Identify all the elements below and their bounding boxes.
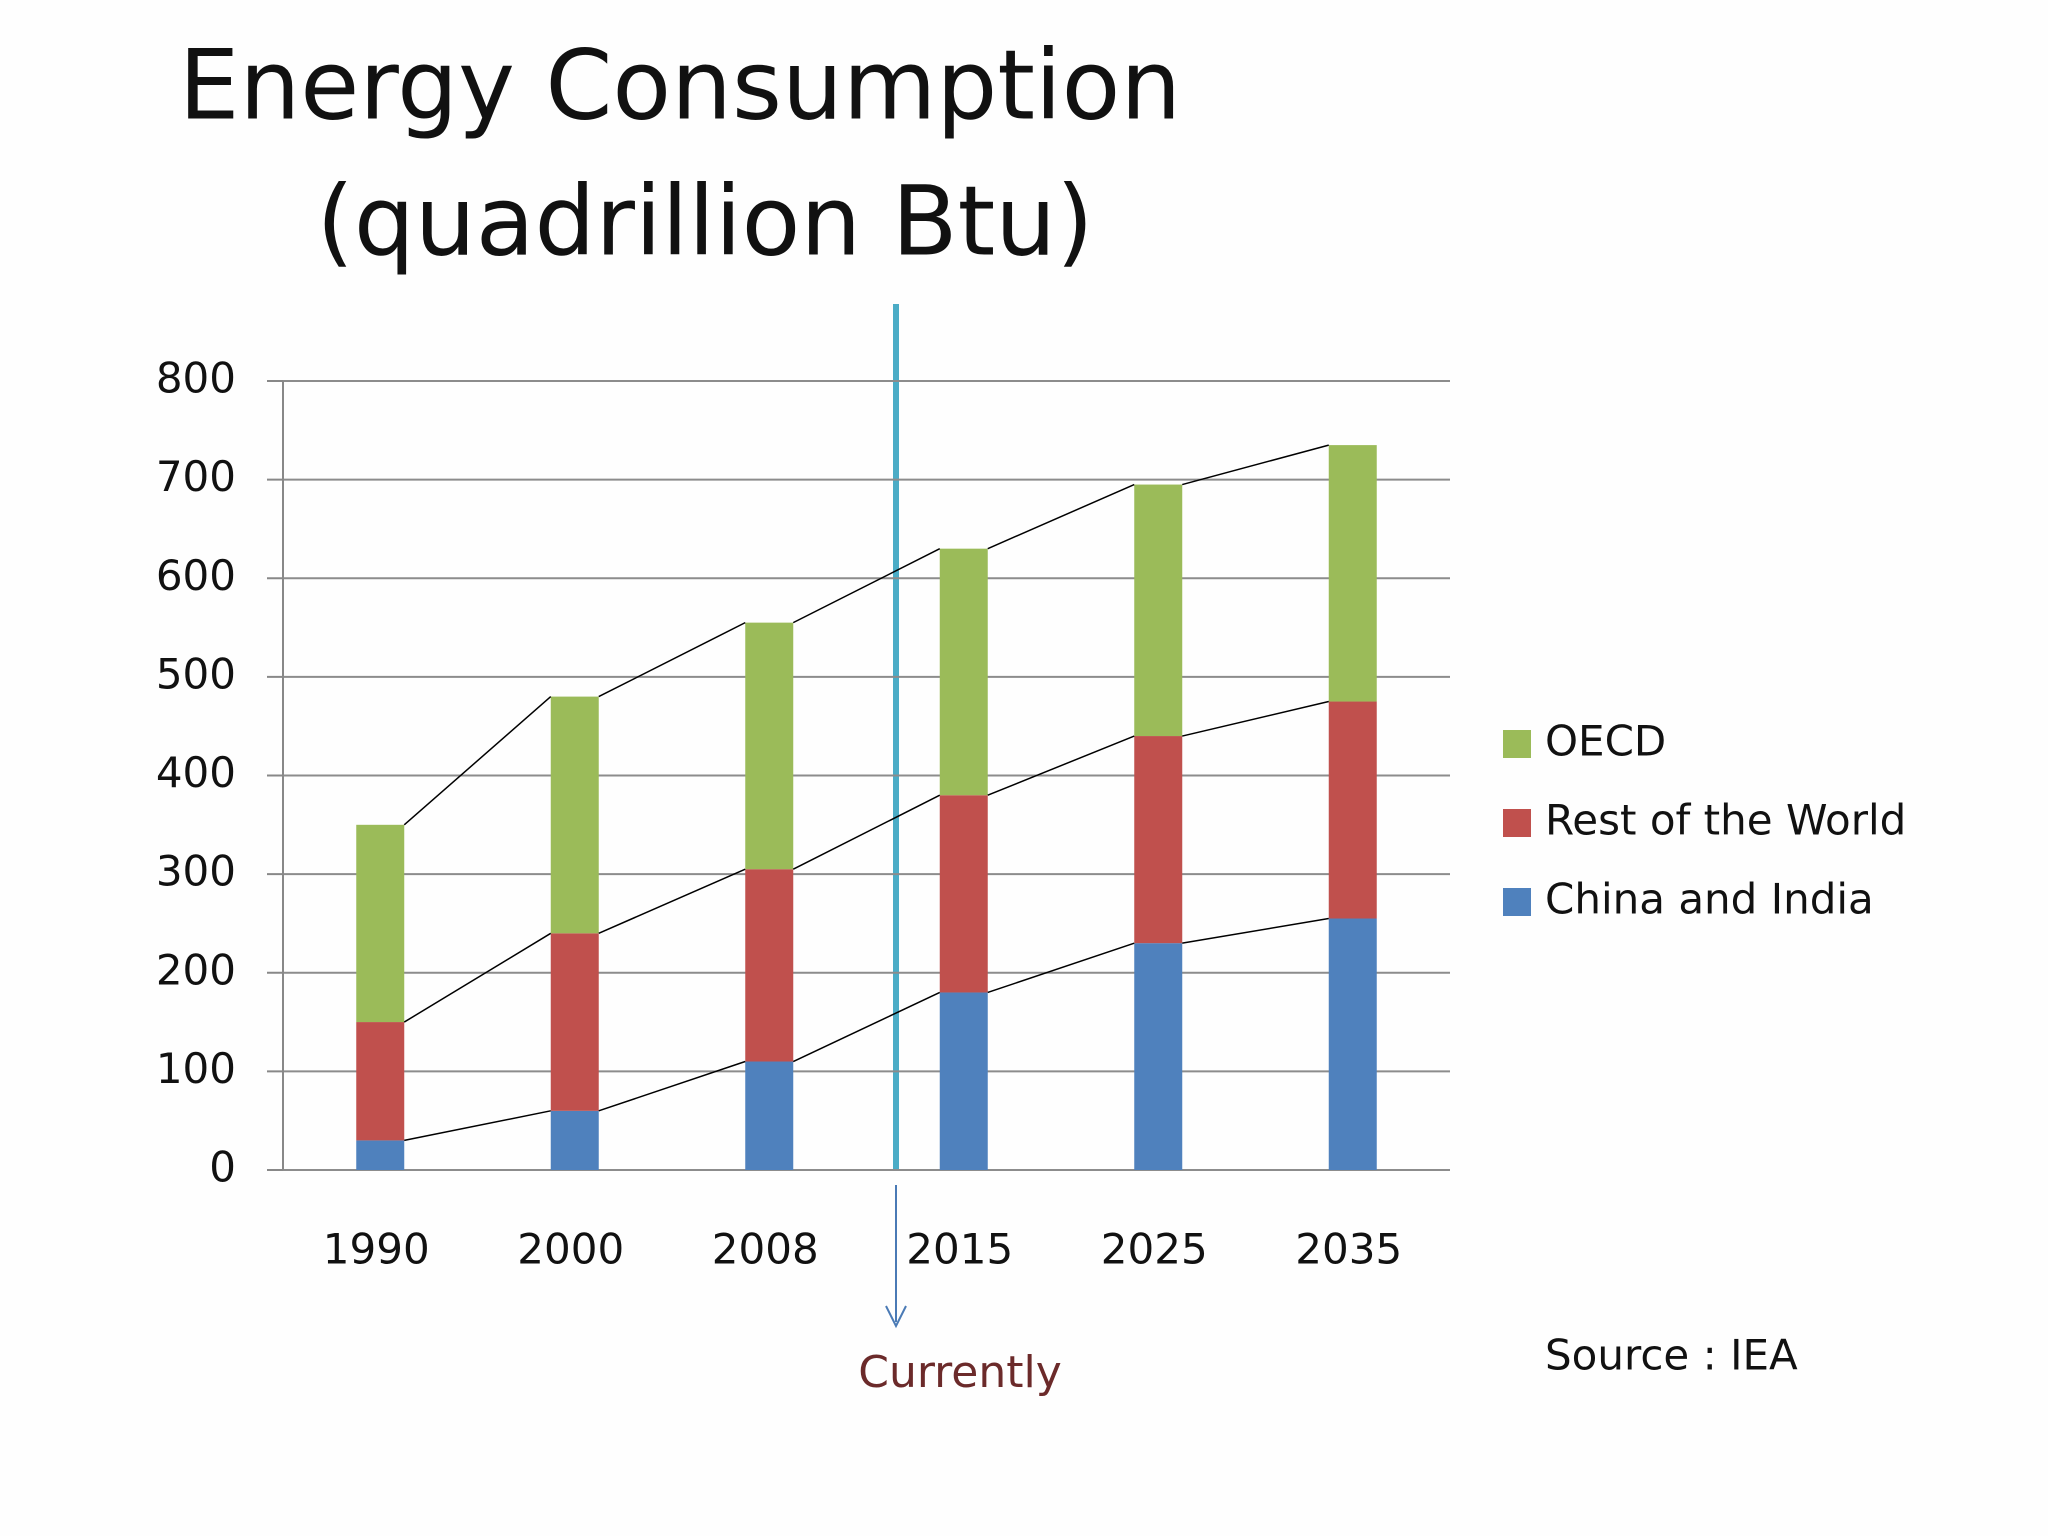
bar-segment: [1328, 918, 1377, 1170]
connector-line: [987, 942, 1135, 994]
connector-line: [403, 932, 552, 1023]
bar-segment: [356, 824, 405, 1023]
bar-segment: [939, 548, 988, 796]
legend-swatch: [1503, 730, 1531, 758]
y-tick-label: 0: [209, 1143, 236, 1192]
arrow-head: [885, 1305, 907, 1329]
connector-line: [1182, 444, 1329, 486]
connector-line: [598, 868, 746, 934]
bar-segment: [550, 696, 599, 934]
y-tick-label: 600: [156, 551, 236, 600]
bar-segment: [550, 1110, 599, 1170]
bar-segment: [745, 869, 794, 1062]
legend-swatch: [1503, 809, 1531, 837]
y-tick-label: 300: [156, 847, 236, 896]
bar-segment: [356, 1022, 405, 1141]
x-tick-label: 2035: [1295, 1225, 1402, 1274]
bar-segment: [1134, 484, 1183, 737]
y-tick-label: 800: [156, 354, 236, 403]
legend-label: Rest of the World: [1545, 796, 1906, 845]
chart-title: Energy Consumption: [179, 29, 1181, 141]
bar-segment: [356, 1140, 405, 1170]
bar-segment: [1134, 736, 1183, 944]
connector-line: [987, 483, 1135, 550]
connector-line: [987, 735, 1135, 796]
bar-segment: [939, 992, 988, 1170]
bar-segment: [550, 933, 599, 1111]
connector-line: [404, 1110, 551, 1142]
connector-line: [403, 696, 552, 826]
x-tick-label: 2025: [1101, 1225, 1208, 1274]
y-tick-label: 400: [156, 748, 236, 797]
bar-segment: [1328, 445, 1377, 702]
x-tick-label: 2008: [712, 1225, 819, 1274]
y-tick-label: 100: [156, 1044, 236, 1093]
annotation: Currently: [858, 1347, 1062, 1398]
legend-swatch: [1503, 888, 1531, 916]
x-tick-label: 2000: [517, 1225, 624, 1274]
bar-segment: [1328, 701, 1377, 919]
legend-label: China and India: [1545, 875, 1874, 924]
chart-title: (quadrillion Btu): [316, 165, 1093, 277]
connector-line: [598, 1060, 746, 1112]
bar-segment: [939, 795, 988, 993]
connector-line: [1182, 700, 1329, 737]
connector-line: [792, 991, 941, 1063]
source-note: Source : IEA: [1545, 1331, 1798, 1380]
bar-segment: [745, 1061, 794, 1170]
connector-line: [598, 621, 746, 698]
connector-line: [792, 794, 941, 870]
legend-label: OECD: [1545, 717, 1666, 766]
connector-line: [1182, 917, 1329, 944]
bar-segment: [745, 622, 794, 870]
x-tick-label: 2015: [906, 1225, 1013, 1274]
bar-segment: [1134, 943, 1183, 1170]
y-tick-label: 700: [156, 452, 236, 501]
y-tick-label: 200: [156, 945, 236, 994]
y-tick-label: 500: [156, 649, 236, 698]
connector-line: [792, 547, 941, 624]
x-tick-label: 1990: [323, 1225, 430, 1274]
